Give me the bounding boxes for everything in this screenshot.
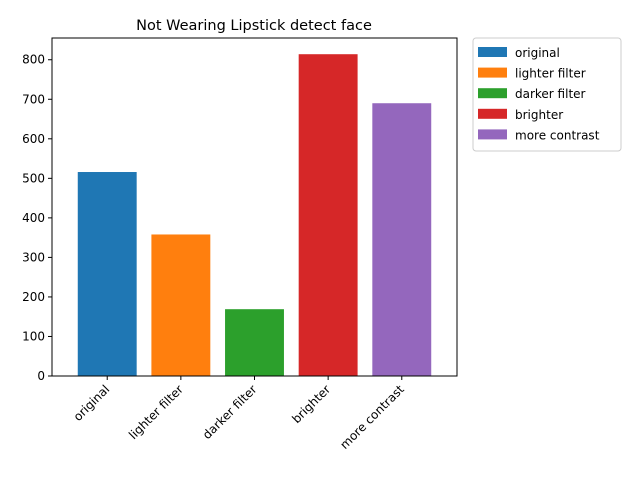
legend-swatch bbox=[478, 108, 507, 119]
y-tick-label: 500 bbox=[22, 171, 45, 185]
x-tick-label: lighter filter bbox=[126, 382, 186, 442]
x-tick-label: more contrast bbox=[337, 382, 407, 452]
x-axis: original lighter filter darker filter brigh… bbox=[71, 376, 407, 452]
legend-label: more contrast bbox=[515, 128, 600, 142]
y-tick-label: 0 bbox=[37, 369, 45, 383]
y-tick-label: 800 bbox=[22, 53, 45, 67]
legend-frame bbox=[472, 37, 622, 152]
y-tick-label: 400 bbox=[22, 211, 45, 225]
x-tick-label: original bbox=[71, 382, 113, 424]
bar-brighter bbox=[298, 54, 358, 376]
legend-swatch bbox=[478, 88, 507, 99]
bar-lighter-filter bbox=[151, 234, 211, 376]
legend-swatch bbox=[478, 129, 507, 140]
bar-more-contrast bbox=[372, 103, 432, 376]
bar-darker-filter bbox=[225, 309, 284, 376]
x-tick-label: brighter bbox=[289, 382, 333, 426]
y-axis: 0 100 200 300 400 500 600 700 800 bbox=[22, 53, 52, 383]
legend-label: brighter bbox=[515, 108, 563, 122]
legend-label: lighter filter bbox=[515, 67, 586, 81]
legend-swatch bbox=[478, 47, 507, 57]
y-tick-label: 100 bbox=[22, 329, 45, 343]
legend-swatch bbox=[478, 67, 507, 78]
legend-label: darker filter bbox=[515, 87, 586, 101]
bar-original bbox=[77, 172, 137, 376]
y-tick-label: 600 bbox=[22, 132, 45, 146]
legend-label: original bbox=[515, 46, 560, 60]
chart-title: Not Wearing Lipstick detect face bbox=[136, 18, 372, 34]
y-tick-label: 700 bbox=[22, 92, 45, 106]
x-tick-label: darker filter bbox=[200, 382, 260, 442]
plot-frame bbox=[51, 37, 458, 377]
y-tick-label: 300 bbox=[22, 250, 45, 264]
legend: original lighter filter darker filter brigh… bbox=[472, 37, 622, 152]
bars bbox=[77, 54, 432, 376]
y-tick-label: 200 bbox=[22, 290, 45, 304]
